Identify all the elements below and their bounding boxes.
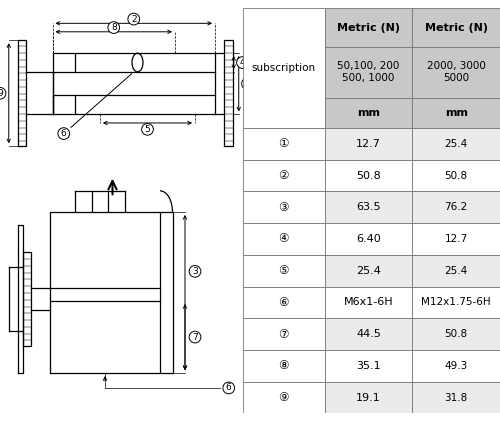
Text: 3: 3 (192, 267, 198, 276)
Text: 76.2: 76.2 (444, 202, 468, 212)
Text: 4: 4 (240, 58, 246, 67)
Text: ⑨: ⑨ (278, 391, 289, 404)
Bar (325, 255, 412, 287)
Text: ⑦: ⑦ (278, 328, 289, 340)
Bar (412, 255, 500, 287)
Bar (325, 382, 412, 413)
Bar (412, 98, 500, 128)
Text: 25.4: 25.4 (356, 266, 381, 276)
Text: mm: mm (357, 108, 380, 118)
Text: 63.5: 63.5 (356, 202, 381, 212)
Text: 49.3: 49.3 (444, 361, 468, 371)
Bar (242, 287, 325, 318)
Text: ⑤: ⑤ (278, 264, 289, 277)
Text: subscription: subscription (252, 63, 316, 73)
Text: 12.7: 12.7 (356, 139, 381, 149)
Bar (412, 287, 500, 318)
Text: 2: 2 (131, 14, 136, 24)
Text: 50.8: 50.8 (444, 170, 468, 181)
Bar (325, 350, 412, 382)
Text: 1: 1 (244, 79, 250, 88)
Text: ②: ② (278, 169, 289, 182)
Bar (412, 318, 500, 350)
Text: 50.8: 50.8 (444, 329, 468, 339)
Bar (242, 255, 325, 287)
Bar (242, 350, 325, 382)
Bar (325, 223, 412, 255)
Text: 8: 8 (111, 23, 116, 32)
Bar (325, 318, 412, 350)
Bar (412, 191, 500, 223)
Bar (325, 8, 412, 47)
Text: 19.1: 19.1 (356, 393, 381, 402)
Text: M12x1.75-6H: M12x1.75-6H (422, 297, 491, 307)
Bar (242, 8, 325, 128)
Text: 6.40: 6.40 (356, 234, 381, 244)
Text: ③: ③ (278, 201, 289, 214)
Bar (325, 160, 412, 191)
Text: 35.1: 35.1 (356, 361, 381, 371)
Text: 6: 6 (226, 383, 232, 393)
Bar (242, 318, 325, 350)
Text: Metric (N): Metric (N) (424, 23, 488, 33)
Text: 31.8: 31.8 (444, 393, 468, 402)
Text: 7: 7 (192, 332, 198, 342)
Text: ⑧: ⑧ (278, 359, 289, 372)
Bar (325, 287, 412, 318)
Bar (325, 128, 412, 160)
Bar (412, 8, 500, 47)
Bar (242, 128, 325, 160)
Text: M6x1-6H: M6x1-6H (344, 297, 394, 307)
Text: 5: 5 (144, 125, 150, 134)
Text: 44.5: 44.5 (356, 329, 381, 339)
Bar (412, 350, 500, 382)
Text: mm: mm (444, 108, 468, 118)
Text: 50,100, 200
500, 1000: 50,100, 200 500, 1000 (338, 61, 400, 84)
Text: ④: ④ (278, 232, 289, 245)
Text: 6: 6 (61, 129, 66, 138)
Bar (242, 382, 325, 413)
Text: Metric (N): Metric (N) (337, 23, 400, 33)
Text: 25.4: 25.4 (444, 139, 468, 149)
Bar (242, 160, 325, 191)
Text: 2000, 3000
5000: 2000, 3000 5000 (427, 61, 486, 84)
Bar (325, 47, 412, 98)
Bar (412, 223, 500, 255)
Text: ①: ① (278, 137, 289, 150)
Text: ⑥: ⑥ (278, 296, 289, 309)
Bar (325, 191, 412, 223)
Text: 25.4: 25.4 (444, 266, 468, 276)
Text: 9: 9 (0, 89, 3, 98)
Bar (412, 128, 500, 160)
Bar (412, 47, 500, 98)
Bar (412, 160, 500, 191)
Bar (242, 223, 325, 255)
Bar (412, 382, 500, 413)
Bar (325, 98, 412, 128)
Text: 50.8: 50.8 (356, 170, 381, 181)
Bar (242, 191, 325, 223)
Text: 12.7: 12.7 (444, 234, 468, 244)
